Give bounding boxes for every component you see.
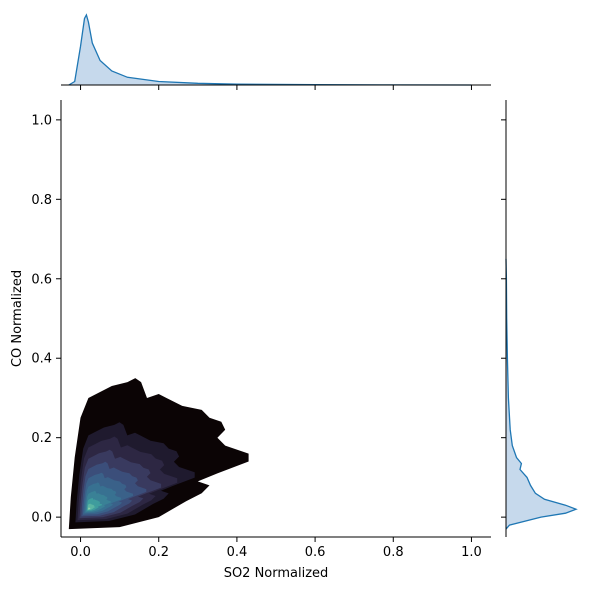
x-marginal-fill — [68, 15, 472, 85]
x-tick-label: 0.4 — [227, 545, 248, 560]
density-level-10 — [88, 507, 91, 510]
x-marginal-line — [68, 13, 472, 86]
y-marginal-ticks — [501, 119, 506, 518]
joint-density-contours — [68, 378, 249, 530]
x-axis-label: SO2 Normalized — [224, 566, 329, 581]
y-tick-label: 0.0 — [31, 511, 52, 526]
x-tick-label: 0.8 — [383, 545, 404, 560]
y-tick-label: 0.6 — [31, 272, 52, 287]
y-tick-label: 0.8 — [31, 193, 52, 208]
x-tick-label: 0.0 — [70, 545, 91, 560]
y-tick-label: 0.4 — [31, 352, 52, 367]
y-tick-label: 0.2 — [31, 431, 52, 446]
y-axis-label: CO Normalized — [10, 270, 25, 367]
y-tick-label: 1.0 — [31, 113, 52, 128]
y-marginal-density — [501, 100, 578, 537]
y-marginal-line — [505, 258, 578, 530]
x-tick-label: 1.0 — [461, 545, 482, 560]
y-axis-ticks: 0.0 0.2 0.4 0.6 0.8 1.0 — [31, 113, 61, 526]
x-marginal-ticks — [80, 85, 472, 90]
x-tick-label: 0.6 — [305, 545, 326, 560]
x-axis-ticks: 0.0 0.2 0.4 0.6 0.8 1.0 — [70, 537, 482, 560]
x-tick-label: 0.2 — [148, 545, 169, 560]
y-marginal-fill — [506, 258, 576, 530]
x-marginal-density — [61, 13, 491, 90]
